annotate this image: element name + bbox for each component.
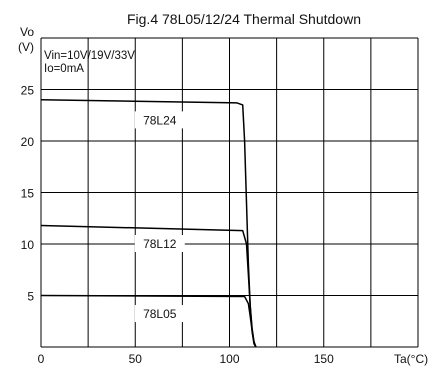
series-label-78L24: 78L24 (143, 113, 177, 127)
series-label-78L05: 78L05 (143, 307, 177, 321)
y-tick-label: 25 (21, 84, 35, 98)
y-tick-label: 15 (21, 187, 35, 201)
series-group: 78L24 78L12 78L05 (40, 99, 257, 348)
y-axis-label-line2: (V) (18, 40, 34, 54)
y-tick-label: 5 (27, 290, 34, 304)
y-tick-label: 20 (21, 135, 35, 149)
series-label-bg (134, 235, 185, 252)
series-label-bg (134, 111, 185, 129)
x-axis-label: Ta(°C) (394, 352, 428, 366)
condition-io: Io=0mA (44, 63, 84, 75)
chart-title: Fig.4 78L05/12/24 Thermal Shutdown (127, 11, 361, 27)
condition-vin: Vin=10V/19V/33V (44, 50, 135, 62)
y-tick-labels: 5 10 15 20 25 (21, 84, 35, 304)
grid (40, 37, 419, 348)
series-label-78L12: 78L12 (143, 237, 177, 251)
x-tick-label: 150 (314, 352, 334, 366)
series-label-bg (134, 305, 185, 323)
series-line-78L05 (40, 294, 257, 348)
y-axis-label-line1: Vo (20, 25, 34, 39)
x-tick-label: 50 (129, 352, 143, 366)
y-tick-label: 10 (21, 238, 35, 252)
x-tick-label: 100 (219, 352, 239, 366)
x-tick-label: 0 (38, 352, 45, 366)
x-tick-labels: 0 50 100 150 (38, 352, 334, 366)
